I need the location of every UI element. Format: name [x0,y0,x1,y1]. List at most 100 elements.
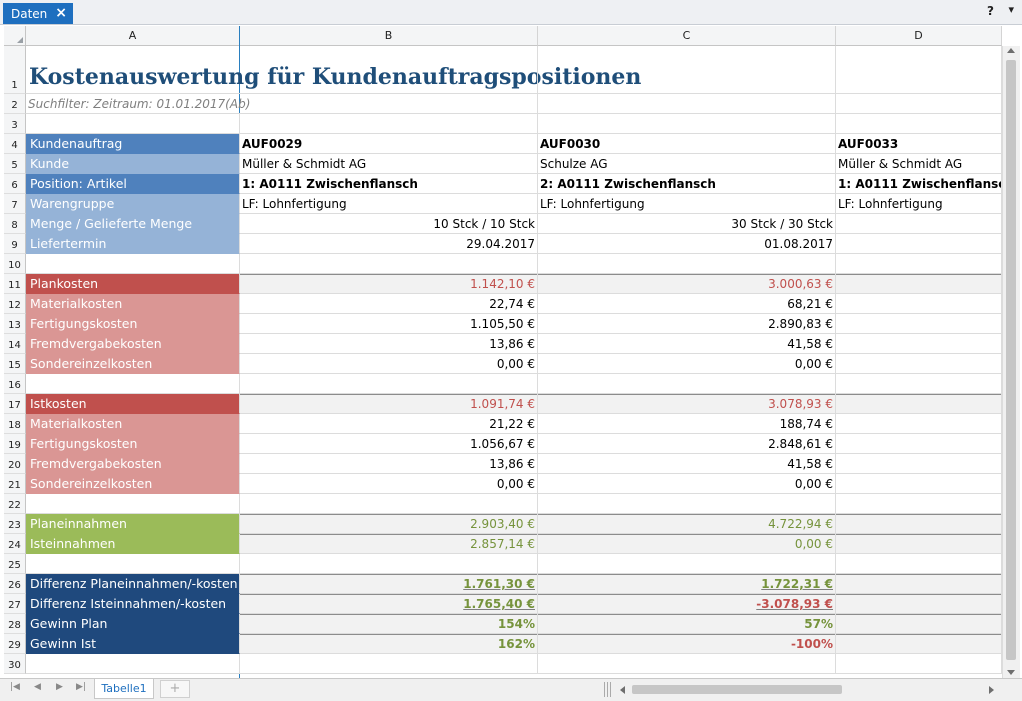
cell-d[interactable] [836,414,1002,434]
cell-c[interactable] [538,654,836,674]
cell-d[interactable] [836,614,1002,634]
cell-c[interactable]: 4.722,94 € [538,514,836,534]
cell-d[interactable]: Müller & Schmidt AG [836,154,1002,174]
row-header[interactable]: 17 [4,394,26,414]
horizontal-scrollbar[interactable] [618,682,998,697]
scroll-left-icon[interactable] [620,686,625,694]
cell-c[interactable]: 3.078,93 € [538,394,836,414]
cell-d[interactable] [836,534,1002,554]
row-header[interactable]: 12 [4,294,26,314]
cell-d[interactable] [836,294,1002,314]
row-header[interactable]: 22 [4,494,26,514]
cell-a[interactable]: Gewinn Ist [26,634,240,654]
cell-c[interactable]: 188,74 € [538,414,836,434]
cell-d[interactable]: LF: Lohnfertigung [836,194,1002,214]
cell-b[interactable] [240,46,538,94]
cell-c[interactable]: 0,00 € [538,354,836,374]
cell-d[interactable] [836,634,1002,654]
cell-a[interactable]: Differenz Isteinnahmen/-kosten [26,594,240,614]
cell-d[interactable] [836,514,1002,534]
tab-daten[interactable]: Daten × [3,3,73,24]
cell-c[interactable]: 57% [538,614,836,634]
cell-b[interactable]: 10 Stck / 10 Stck [240,214,538,234]
cell-c[interactable]: Schulze AG [538,154,836,174]
cell-b[interactable]: 1.105,50 € [240,314,538,334]
cell-c[interactable] [538,374,836,394]
cell-b[interactable]: 1.142,10 € [240,274,538,294]
cell-c[interactable]: 2.890,83 € [538,314,836,334]
cell-d[interactable] [836,214,1002,234]
cell-a[interactable]: Liefertermin [26,234,240,254]
cell-a[interactable]: Fertigungskosten [26,314,240,334]
row-header[interactable]: 13 [4,314,26,334]
column-header-c[interactable]: C [538,26,836,46]
cell-d[interactable] [836,334,1002,354]
row-header[interactable]: 9 [4,234,26,254]
cell-d[interactable] [836,234,1002,254]
cell-a[interactable] [26,494,240,514]
cell-a[interactable]: Fremdvergabekosten [26,334,240,354]
cell-c[interactable] [538,114,836,134]
cell-b[interactable]: LF: Lohnfertigung [240,194,538,214]
cell-d[interactable] [836,554,1002,574]
row-header[interactable]: 1 [4,46,26,94]
row-header[interactable]: 10 [4,254,26,274]
column-header-b[interactable]: B [240,26,538,46]
cell-b[interactable]: 29.04.2017 [240,234,538,254]
cell-b[interactable] [240,654,538,674]
cell-c[interactable] [538,254,836,274]
cell-d[interactable] [836,474,1002,494]
row-header[interactable]: 23 [4,514,26,534]
row-header[interactable]: 6 [4,174,26,194]
cell-b[interactable]: 154% [240,614,538,634]
cell-b[interactable] [240,114,538,134]
cell-a[interactable]: Istkosten [26,394,240,414]
row-header[interactable]: 7 [4,194,26,214]
cell-a[interactable]: Kunde [26,154,240,174]
row-header[interactable]: 5 [4,154,26,174]
cell-c[interactable]: 01.08.2017 [538,234,836,254]
cell-b[interactable]: 13,86 € [240,334,538,354]
sheet-tab-tabelle1[interactable]: Tabelle1 [94,679,154,699]
cell-c[interactable]: -100% [538,634,836,654]
cell-b[interactable]: 22,74 € [240,294,538,314]
cell-a[interactable] [26,554,240,574]
cell-b[interactable] [240,94,538,114]
cell-c[interactable]: 68,21 € [538,294,836,314]
cell-b[interactable] [240,374,538,394]
cell-b[interactable]: AUF0029 [240,134,538,154]
cell-a[interactable]: Warengruppe [26,194,240,214]
vertical-scrollbar[interactable] [1002,46,1020,678]
cell-a[interactable]: Sondereinzelkosten [26,474,240,494]
cell-c[interactable]: 2: A0111 Zwischenflansch [538,174,836,194]
row-header[interactable]: 2 [4,94,26,114]
scroll-down-icon[interactable] [1007,670,1015,675]
cell-a[interactable]: Menge / Gelieferte Menge [26,214,240,234]
cell-d[interactable] [836,314,1002,334]
cell-c[interactable]: 1.722,31 € [538,574,836,594]
row-header[interactable]: 29 [4,634,26,654]
spreadsheet-grid[interactable]: A B C D 1 Kostenauswertung für Kundenauftrags… [4,26,1002,678]
column-header-a[interactable]: A [26,26,240,46]
select-all-corner[interactable] [4,26,26,46]
cell-d[interactable] [836,94,1002,114]
chevron-down-icon[interactable]: ▾ [1008,3,1014,16]
cell-a[interactable]: Fertigungskosten [26,434,240,454]
cell-c[interactable]: 0,00 € [538,474,836,494]
cell-c[interactable]: 0,00 € [538,534,836,554]
row-header[interactable]: 14 [4,334,26,354]
cell-c[interactable] [538,94,836,114]
row-header[interactable]: 25 [4,554,26,574]
cell-c[interactable]: LF: Lohnfertigung [538,194,836,214]
cell-b[interactable]: 13,86 € [240,454,538,474]
cell-a[interactable]: Fremdvergabekosten [26,454,240,474]
cell-b[interactable]: Müller & Schmidt AG [240,154,538,174]
cell-d[interactable] [836,114,1002,134]
cell-b[interactable] [240,254,538,274]
cell-b[interactable]: 2.857,14 € [240,534,538,554]
cell-d[interactable] [836,354,1002,374]
cell-b[interactable]: 1.765,40 € [240,594,538,614]
row-header[interactable]: 20 [4,454,26,474]
cell-c[interactable]: 30 Stck / 30 Stck [538,214,836,234]
cell-a[interactable]: Sondereinzelkosten [26,354,240,374]
